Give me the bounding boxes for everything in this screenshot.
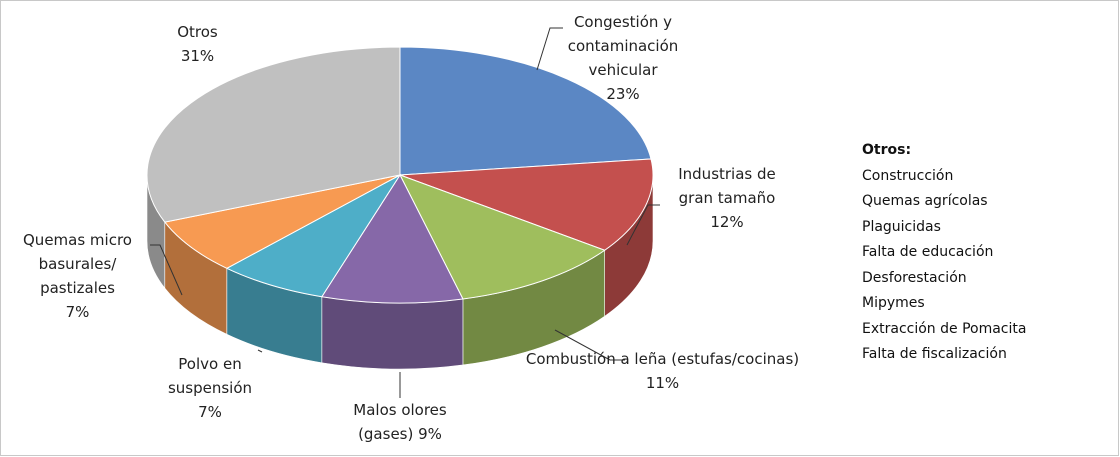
category-label: Otros [177,23,218,41]
value-label: 11% [645,374,680,392]
note-item: Falta de educación [862,244,994,260]
category-label: Polvo en suspensión [167,355,253,397]
note-item: Extracción de Pomacita [862,320,1027,337]
slice [163,174,401,269]
category-label: Congestión y contaminación vehicular [567,13,679,79]
slice [320,173,464,304]
slice [398,174,606,300]
slice [225,173,402,298]
slice-side [321,296,464,370]
note-item: Construcción [862,167,954,184]
note-item: Mipymes [862,295,925,311]
category-label: Quemas micro basurales/ pastizales [23,231,132,297]
category-label: Combustión a leña (estufas/cocinas) [525,350,800,368]
note-item: Falta de fiscalización [862,346,1007,362]
slice-label: Malos olores (gases) 9% [340,398,460,446]
category-label: Industrias de gran tamaño [678,165,776,207]
slice-label: Otros 31% [140,20,255,68]
note-item: Desforestación [862,269,967,286]
slice [146,46,401,223]
note-item: Plaguicidas [862,218,941,235]
slice-label: Quemas micro basurales/ pastizales 7% [5,228,150,324]
value-label: 9% [418,425,442,443]
value-label: 12% [710,213,744,231]
sides [146,174,654,370]
note-item: Quemas agrícolas [862,193,988,209]
category-label: Malos olores (gases) [353,401,447,443]
slice-label: Industrias de gran tamaño 12% [662,162,792,234]
slice-label: Congestión y contaminación vehicular 23% [538,10,708,106]
note-title: Otros: [862,142,912,158]
value-label: 7% [198,403,222,421]
value-label: 7% [65,303,90,321]
note-box: Otros: Construcción Quemas agrícolas Plagu… [862,138,1026,368]
leader-line [150,244,183,296]
leader-line [536,27,563,71]
leader-line [626,204,660,246]
slice [399,46,652,176]
slice [399,158,654,251]
slice-label: Polvo en suspensión 7% [150,352,270,424]
leader-line [257,349,263,353]
slice-label: Combustión a leña (estufas/cocinas) 11% [520,347,805,395]
tops [146,46,654,304]
value-label: 23% [606,85,640,103]
value-label: 31% [180,47,215,65]
leader-line [554,329,625,361]
